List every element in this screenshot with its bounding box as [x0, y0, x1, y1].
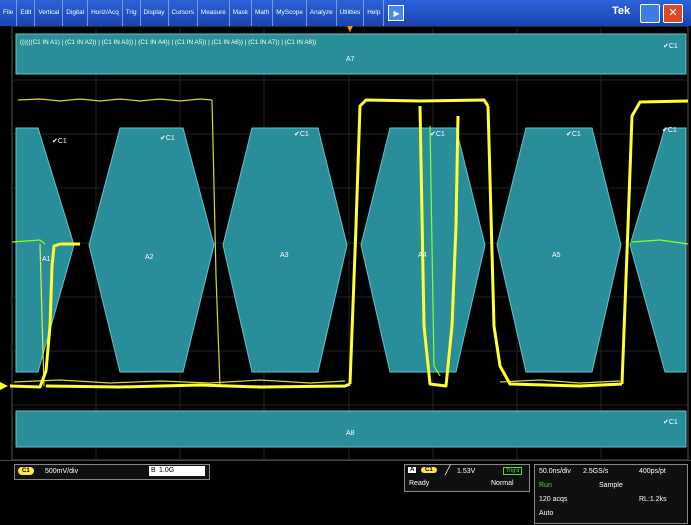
trigger-type-badge: Trig'd — [503, 467, 523, 475]
mask-segment-a8 — [15, 410, 687, 448]
mask-segment-a3 — [222, 127, 348, 373]
minimize-button[interactable] — [640, 4, 660, 23]
mask-expression: ((((((C1 IN A1) | (C1 IN A2)) | (C1 IN A… — [20, 39, 317, 46]
graticule-svg — [0, 26, 689, 460]
mask-segment-a1 — [15, 127, 75, 373]
mask-segment-a6 — [629, 127, 687, 373]
record-length: RL:1.2ks — [639, 496, 667, 503]
mask-check-a5: ✔C1 — [566, 131, 581, 138]
menu-mask[interactable]: Mask — [230, 0, 253, 26]
menu-math[interactable]: Math — [252, 0, 274, 26]
menu-edit[interactable]: Edit — [17, 0, 36, 26]
bandwidth-value: 1.0G — [159, 467, 175, 474]
waveform-edge-b — [211, 99, 221, 387]
mask-check-a1: ✔C1 — [52, 138, 67, 145]
mask-label-a8: A8 — [346, 430, 355, 437]
waveform-trace-rise-1 — [348, 98, 490, 385]
trigger-level: 1.53V — [457, 468, 476, 475]
channel-readout[interactable]: C1 500mV/div B 1.0G — [14, 464, 210, 480]
mask-check-a2: ✔C1 — [160, 135, 175, 142]
trigger-readout[interactable]: A C1 ╱ 1.53V Trig'd Ready Normal — [404, 464, 530, 492]
waveform-trace-low-1 — [45, 382, 351, 389]
sample-rate: 2.5GS/s — [583, 468, 609, 475]
mask-label-a3: A3 — [280, 252, 289, 259]
bandwidth-box: B 1.0G — [149, 466, 205, 476]
sample-mode: Sample — [599, 482, 623, 489]
trigger-channel-badge: C1 — [421, 467, 437, 473]
mask-segment-a5 — [496, 127, 622, 373]
mask-check-a4: ✔C1 — [430, 131, 445, 138]
mask-label-a7: A7 — [346, 56, 355, 63]
mask-check-a3: ✔C1 — [294, 131, 309, 138]
trigger-state: Ready — [409, 480, 430, 487]
menu-measure[interactable]: Measure — [198, 0, 230, 26]
mask-label-a1: A1 — [42, 256, 51, 263]
menu-file[interactable]: File — [0, 0, 18, 26]
menu-vertical[interactable]: Vertical — [35, 0, 64, 26]
mask-label-a4: A4 — [418, 252, 427, 259]
close-button[interactable]: ✕ — [663, 4, 683, 23]
menu-cursors[interactable]: Cursors — [169, 0, 198, 26]
menu-utilities[interactable]: Utilities — [337, 0, 365, 26]
menu-myscope[interactable]: MyScope — [273, 0, 307, 26]
ground-marker — [0, 382, 8, 390]
mask-label-a5: A5 — [552, 252, 561, 259]
waveform-trace-main — [9, 242, 80, 389]
mask-segment-a7 — [15, 33, 687, 75]
channel-badge: C1 — [18, 467, 34, 475]
trigger-auto: Auto — [539, 510, 554, 517]
mask-check-a8: ✔C1 — [663, 419, 678, 426]
waveform-trace-fall-1 — [486, 105, 623, 388]
tek-logo: Tek — [612, 5, 631, 17]
menu-bar: File Edit Vertical Digital Horiz/Acq Tri… — [0, 0, 691, 26]
waveform-green-left — [11, 239, 46, 245]
waveform-display[interactable]: ((((((C1 IN A1) | (C1 IN A2)) | (C1 IN A… — [0, 26, 691, 460]
waveform-noise-low-2 — [499, 379, 621, 384]
mask-segment-a2 — [88, 127, 215, 373]
mask-check-a7: ✔C1 — [663, 43, 678, 50]
status-panel: C1 500mV/div B 1.0G A C1 ╱ 1.53V Trig'd … — [0, 460, 691, 525]
waveform-noise-high — [17, 98, 213, 102]
waveform-trace-dip — [418, 105, 460, 388]
timebase: 50.0ns/div — [539, 468, 571, 475]
trigger-source-badge: A — [408, 467, 417, 473]
acquisition-readout[interactable]: 50.0ns/div 2.5GS/s 400ps/pt Run Sample 1… — [534, 464, 688, 524]
resolution: 400ps/pt — [639, 468, 666, 475]
mask-label-a2: A2 — [145, 254, 154, 261]
trigger-mode: Normal — [491, 480, 514, 487]
trigger-position-marker — [347, 26, 353, 32]
mask-check-a6: ✔C1 — [662, 127, 677, 134]
menu-help[interactable]: Help — [364, 0, 385, 26]
channel-scale: 500mV/div — [45, 468, 79, 475]
menu-trig[interactable]: Trig — [123, 0, 141, 26]
menu-digital[interactable]: Digital — [63, 0, 89, 26]
waveform-green-center — [429, 125, 441, 377]
waveform-noise-low — [13, 379, 346, 384]
waveform-green-right — [631, 239, 689, 245]
waveform-trace-rise-2 — [620, 99, 689, 385]
menu-display[interactable]: Display — [141, 0, 169, 26]
acquisition-count: 120 acqs — [539, 496, 568, 503]
run-state: Run — [539, 482, 552, 489]
waveform-edge-a — [39, 243, 45, 387]
bandwidth-icon: B — [151, 467, 156, 474]
menu-horiz-acq[interactable]: Horiz/Acq — [88, 0, 123, 26]
play-arrow-icon[interactable]: ▶ — [388, 5, 405, 21]
trigger-slope-icon: ╱ — [445, 465, 451, 475]
menu-analyze[interactable]: Analyze — [307, 0, 337, 26]
